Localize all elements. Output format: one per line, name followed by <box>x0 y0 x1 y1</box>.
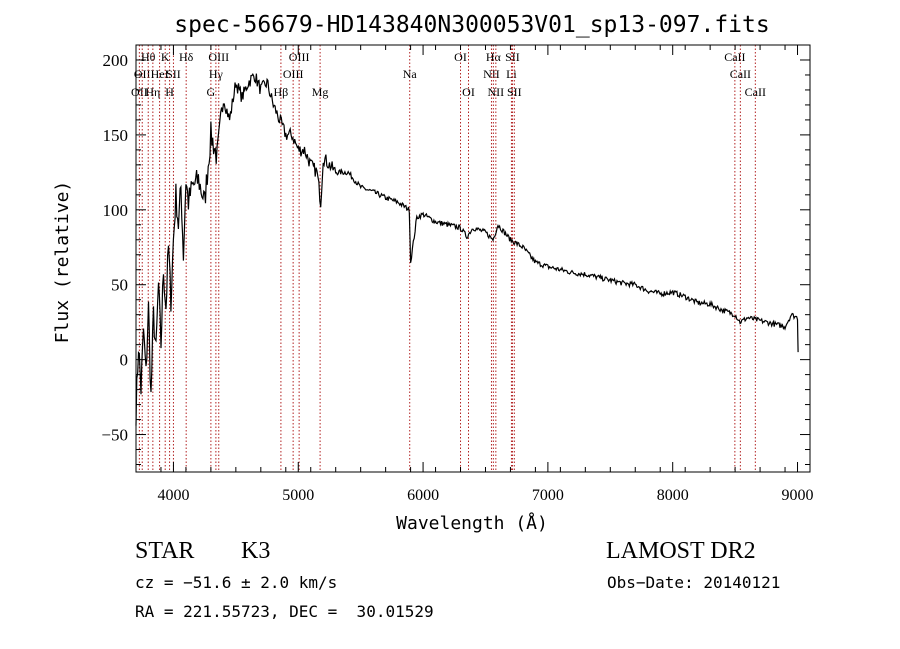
x-tick-label: 5000 <box>282 487 314 504</box>
x-tick-label: 8000 <box>657 487 689 504</box>
object-class: STAR <box>135 538 195 564</box>
marker-label: NII <box>488 85 505 99</box>
marker-label: OI <box>454 50 467 64</box>
marker-label: OII <box>131 85 148 99</box>
marker-label: SII <box>166 67 181 81</box>
redshift-velocity: cz = −51.6 ± 2.0 km/s <box>135 573 338 592</box>
marker-label: Mg <box>312 85 329 99</box>
y-axis-label: Flux (relative) <box>52 181 73 344</box>
marker-label: CaII <box>724 50 745 64</box>
marker-label: Hδ <box>179 50 194 64</box>
survey-name: LAMOST DR2 <box>606 538 756 564</box>
x-tick-label: 6000 <box>407 487 439 504</box>
y-tick-label: 200 <box>103 51 129 70</box>
y-tick-label: 50 <box>111 276 128 295</box>
marker-label: OIII <box>208 50 229 64</box>
marker-label: SII <box>507 85 522 99</box>
marker-label: CaII <box>745 85 766 99</box>
marker-label: Hβ <box>274 85 289 99</box>
marker-label: OIII <box>283 67 304 81</box>
marker-label: Hθ <box>141 50 156 64</box>
y-tick-label: −50 <box>101 426 128 445</box>
marker-label: OI <box>462 85 475 99</box>
coordinates: RA = 221.55723, DEC = 30.01529 <box>135 602 434 621</box>
y-tick-label: 0 <box>120 351 129 370</box>
marker-label: Li <box>506 67 517 81</box>
line-markers: OII OII Hθ Hη HeI K H SII Hδ G Hγ OIII Hβ OIII OIII Mg N… <box>131 45 766 472</box>
spectrum-line <box>135 73 799 426</box>
marker-label: HeI <box>151 67 169 81</box>
marker-label: H <box>165 85 174 99</box>
x-tick-label: 7000 <box>532 487 564 504</box>
chart-title: spec-56679-HD143840N300053V01_sp13-097.f… <box>174 12 769 38</box>
marker-label: Hα <box>486 50 502 64</box>
marker-label: K <box>161 50 170 64</box>
marker-label: CaII <box>730 67 751 81</box>
marker-label: OII <box>134 67 151 81</box>
x-axis-label: Wavelength (Å) <box>396 512 548 534</box>
marker-label: Hγ <box>209 67 224 81</box>
marker-label: OIII <box>289 50 310 64</box>
object-subclass: K3 <box>241 538 271 564</box>
observation-date: Obs−Date: 20140121 <box>607 573 781 592</box>
y-tick-label: 150 <box>103 126 129 145</box>
marker-label: SII <box>505 50 520 64</box>
marker-label: Hη <box>145 85 160 99</box>
axis-ticks: 4000 5000 6000 7000 8000 9000 −50 0 50 100 150 200 <box>101 45 814 504</box>
x-tick-label: 9000 <box>782 487 814 504</box>
plot-frame <box>135 44 811 473</box>
spectrum-series <box>135 73 799 426</box>
x-tick-label: 4000 <box>157 487 189 504</box>
marker-label: Na <box>403 67 418 81</box>
marker-label: NII <box>483 67 500 81</box>
y-tick-label: 100 <box>103 201 129 220</box>
marker-label: G <box>207 85 216 99</box>
